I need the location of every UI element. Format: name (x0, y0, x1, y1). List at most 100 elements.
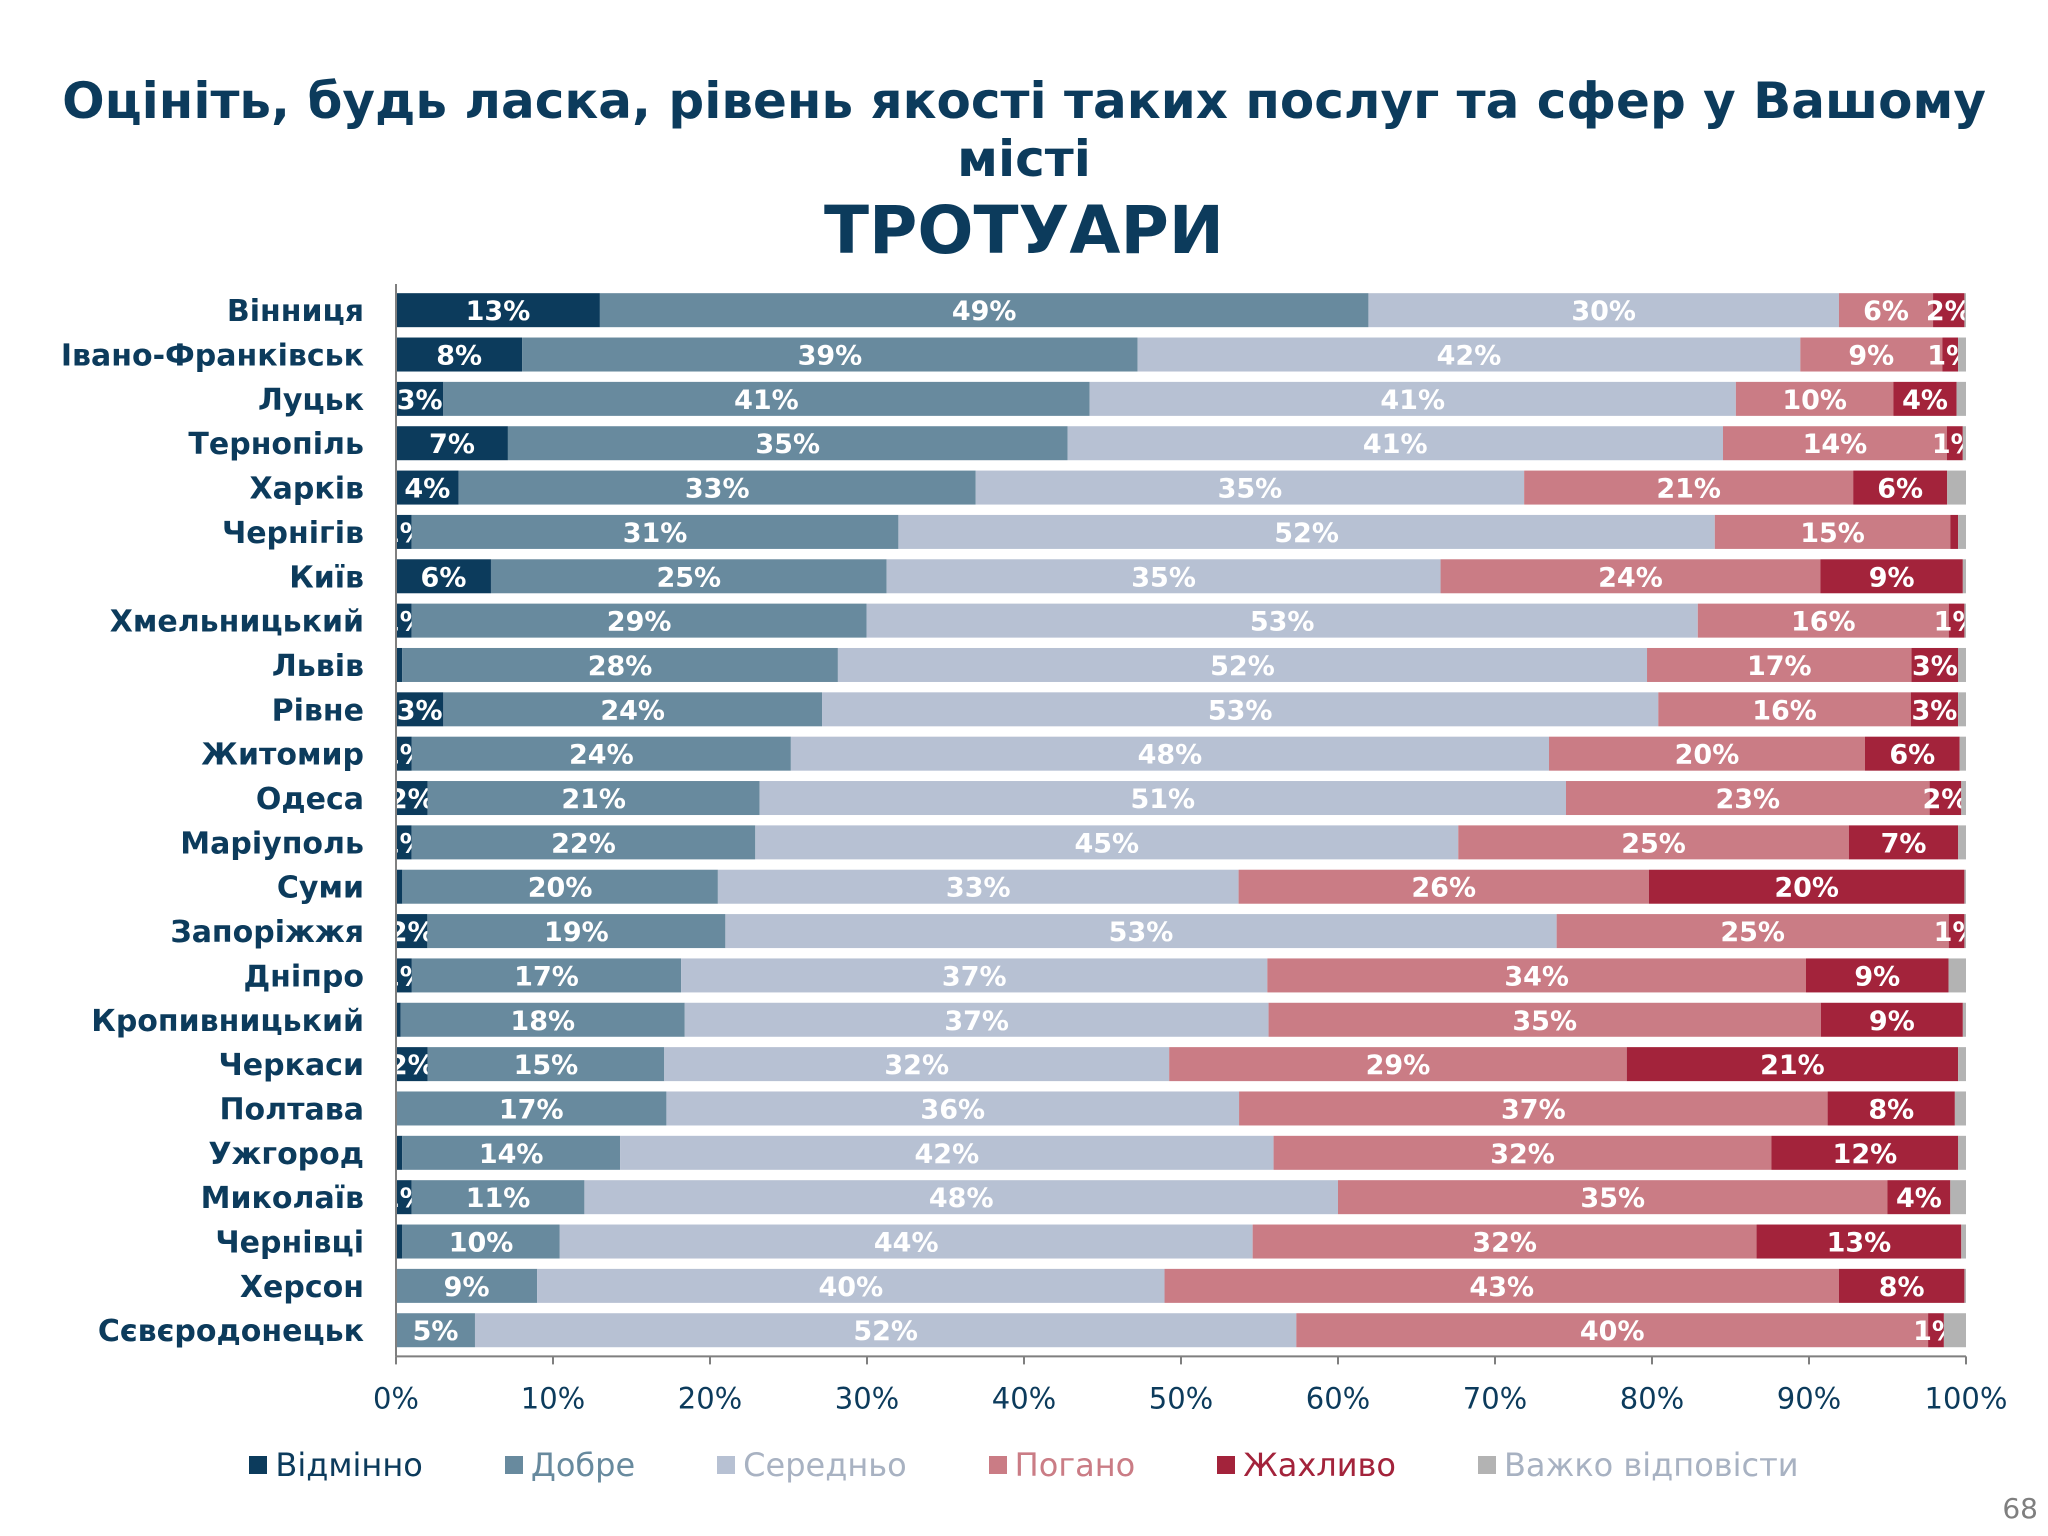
bar-segment (396, 293, 600, 328)
bar-segment (717, 869, 1239, 904)
bar-segment (396, 825, 412, 860)
data-label: 4% (1896, 1183, 1942, 1214)
data-label: 3% (1912, 651, 1958, 682)
data-label: 23% (1715, 784, 1780, 815)
data-label: 31% (623, 518, 688, 549)
category-label: Київ (289, 560, 364, 595)
x-tick-label: 40% (992, 1381, 1056, 1415)
legend-label: Важко відповісти (1503, 1446, 1799, 1484)
bar-segment (1958, 514, 1966, 549)
bar-segment (1959, 736, 1966, 771)
data-label: 20% (528, 873, 593, 904)
bar-segment (1964, 869, 1966, 904)
bar-segment (620, 1135, 1274, 1170)
data-label: 21% (561, 784, 626, 815)
category-label: Суми (277, 871, 364, 906)
data-label: 45% (1074, 828, 1139, 859)
data-label: 53% (1109, 917, 1174, 948)
bar-segment (1954, 1091, 1966, 1126)
data-label: 9% (1869, 1006, 1915, 1037)
bar-segment (411, 1180, 585, 1215)
bar-segment (822, 692, 1659, 727)
data-label: 51% (1130, 784, 1195, 815)
bar-segment (1911, 647, 1959, 682)
bar-segment (1268, 1002, 1821, 1037)
legend-swatch (504, 1456, 523, 1474)
x-tick-label: 50% (1149, 1381, 1213, 1415)
bar-segment (755, 825, 1459, 860)
bar-segment (1697, 603, 1949, 638)
category-label: Рівне (272, 693, 364, 728)
data-label: 26% (1411, 873, 1476, 904)
data-label: 41% (734, 385, 799, 416)
data-label: 29% (1366, 1050, 1431, 1081)
data-label: 16% (1752, 695, 1817, 726)
legend-item: Погано (988, 1440, 1135, 1490)
bar-segment (1948, 914, 1965, 949)
bar-segment (1368, 293, 1839, 328)
bar-segment (400, 1002, 685, 1037)
bar-segment (1962, 559, 1966, 594)
data-label: 25% (1621, 828, 1686, 859)
bar-segment (1273, 1135, 1772, 1170)
bar-segment (490, 559, 887, 594)
x-tick-label: 70% (1463, 1381, 1527, 1415)
bar-segment (396, 1180, 412, 1215)
bar-segment (1910, 692, 1959, 727)
chart-legend: Відмінно Добре Середньо Погано Жахливо Важко … (0, 1440, 2048, 1490)
data-label: 15% (1800, 518, 1865, 549)
bar-segment (1827, 1091, 1955, 1126)
data-label: 28% (588, 651, 653, 682)
data-label: 13% (466, 296, 531, 327)
bar-segment (866, 603, 1698, 638)
data-label: 16% (1791, 607, 1856, 638)
data-label: 33% (946, 873, 1011, 904)
data-label: 17% (499, 1094, 564, 1125)
x-tick-label: 0% (373, 1381, 419, 1415)
bar-segment (1756, 1224, 1962, 1259)
bar-segment (458, 470, 976, 505)
legend-item: Жахливо (1217, 1440, 1396, 1490)
bar-segment (443, 692, 823, 727)
data-label: 3% (397, 385, 443, 416)
bar-segment (411, 514, 899, 549)
data-label: 9% (444, 1272, 490, 1303)
bar-segment (1137, 337, 1801, 372)
bar-segment (1958, 337, 1966, 372)
bar-segment (666, 1091, 1240, 1126)
data-label: 33% (685, 474, 750, 505)
bar-segment (1238, 869, 1649, 904)
data-label: 40% (1580, 1316, 1645, 1347)
bar-segment (396, 1091, 667, 1126)
bar-segment (1458, 825, 1849, 860)
category-label: Черкаси (219, 1048, 364, 1083)
bar-segment (1929, 781, 1962, 816)
data-label: 30% (1571, 296, 1636, 327)
data-label: 19% (544, 917, 609, 948)
bar-segment (1267, 958, 1806, 993)
bar-segment (396, 559, 491, 594)
bar-segment (1942, 337, 1959, 372)
bar-segment (1961, 1224, 1966, 1259)
data-label: 9% (1848, 341, 1894, 372)
bar-segment (396, 1224, 403, 1259)
category-label: Тернопіль (188, 427, 364, 462)
data-label: 34% (1504, 961, 1569, 992)
bar-segment (396, 1313, 475, 1348)
bar-segment (396, 337, 523, 372)
data-label: 4% (404, 474, 450, 505)
data-label: 6% (1877, 474, 1923, 505)
bar-segment (1524, 470, 1854, 505)
bar-segment (1565, 781, 1930, 816)
bar-segment (396, 692, 444, 727)
data-label: 37% (942, 961, 1007, 992)
data-label: 32% (1490, 1139, 1555, 1170)
x-tick-label: 100% (1925, 1381, 2008, 1415)
category-label: Житомир (201, 738, 364, 773)
bar-segment (1805, 958, 1949, 993)
data-label: 40% (819, 1272, 884, 1303)
bar-segment (396, 426, 508, 461)
bar-segment (537, 1268, 1165, 1303)
data-label: 32% (1472, 1228, 1537, 1259)
bar-segment (1164, 1268, 1839, 1303)
